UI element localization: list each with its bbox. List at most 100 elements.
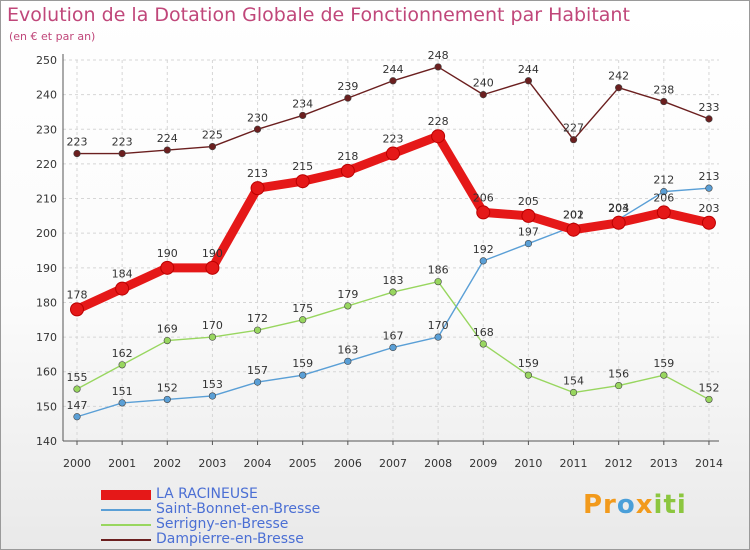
logo-part: Pr xyxy=(583,490,617,520)
data-point xyxy=(299,371,307,379)
data-label: 213 xyxy=(247,167,268,180)
y-tick-label: 200 xyxy=(36,227,57,240)
data-label: 151 xyxy=(112,385,133,398)
y-tick-label: 240 xyxy=(36,89,57,102)
x-tick-label: 2013 xyxy=(650,457,678,470)
data-label: 152 xyxy=(698,381,719,394)
x-tick-label: 2005 xyxy=(289,457,317,470)
data-point xyxy=(160,260,175,275)
data-point xyxy=(611,215,626,230)
x-tick-label: 2009 xyxy=(469,457,497,470)
logo-part: ti xyxy=(663,490,687,520)
data-label: 204 xyxy=(608,201,629,214)
data-point xyxy=(73,149,81,158)
y-tick-label: 250 xyxy=(36,54,57,67)
series-layer xyxy=(70,63,716,421)
data-point xyxy=(73,385,81,393)
logo-part: x xyxy=(635,490,654,520)
data-label: 159 xyxy=(518,357,539,370)
data-point xyxy=(660,371,668,379)
axis-layer: 140 150 160 170 180 190 200 210 220 230 240 250 2000… xyxy=(36,54,723,470)
data-label: 184 xyxy=(112,268,133,281)
data-label: 168 xyxy=(473,326,494,339)
data-label: 163 xyxy=(337,343,358,356)
data-point xyxy=(434,333,442,341)
data-label: 223 xyxy=(67,136,88,149)
data-point xyxy=(389,288,397,296)
data-point xyxy=(208,333,217,341)
x-tick-label: 2000 xyxy=(63,457,91,470)
data-point xyxy=(253,378,262,386)
data-point xyxy=(479,91,487,99)
data-label: 152 xyxy=(157,381,178,394)
data-label: 172 xyxy=(247,312,268,325)
data-label: 225 xyxy=(202,129,223,142)
data-point xyxy=(479,257,487,265)
data-point xyxy=(524,239,533,248)
data-point xyxy=(340,163,355,178)
data-label: 228 xyxy=(428,115,449,128)
data-label: 175 xyxy=(292,302,313,315)
data-label: 215 xyxy=(292,160,313,173)
data-point xyxy=(73,413,81,421)
x-tick-label: 2002 xyxy=(153,457,181,470)
data-label: 197 xyxy=(518,226,539,239)
data-point xyxy=(385,146,400,161)
data-label: 248 xyxy=(428,49,449,62)
data-label: 234 xyxy=(292,97,313,110)
label-layer: 223 223 224 225 230 234 239 244 248 240 244 227 242 2… xyxy=(67,49,720,412)
data-point xyxy=(521,208,536,223)
legend-label: Serrigny-en-Bresse xyxy=(156,516,289,532)
data-point xyxy=(295,174,310,189)
data-label: 156 xyxy=(608,368,629,381)
legend-swatch xyxy=(101,524,151,526)
data-label: 154 xyxy=(563,375,584,388)
y-tick-label: 190 xyxy=(36,262,57,275)
y-tick-label: 160 xyxy=(36,366,57,379)
legend-swatch xyxy=(101,539,151,541)
data-label: 159 xyxy=(653,357,674,370)
data-point xyxy=(569,388,578,397)
data-label: 238 xyxy=(653,84,674,97)
data-label: 201 xyxy=(563,209,584,222)
data-point xyxy=(660,188,668,196)
logo-part: o xyxy=(616,490,636,520)
data-point xyxy=(344,357,352,365)
data-label: 202 xyxy=(563,208,584,221)
data-point xyxy=(566,222,581,237)
data-label: 170 xyxy=(202,319,223,332)
x-tick-label: 2012 xyxy=(605,457,633,470)
data-point xyxy=(705,395,713,404)
data-label: 167 xyxy=(382,329,403,342)
data-point xyxy=(118,361,126,369)
data-point xyxy=(524,371,533,379)
data-label: 227 xyxy=(563,122,584,135)
data-label: 206 xyxy=(473,191,494,204)
data-point xyxy=(479,340,487,348)
data-label: 179 xyxy=(337,288,358,301)
y-tick-label: 230 xyxy=(36,123,57,136)
data-point xyxy=(389,77,397,85)
legend-swatch xyxy=(101,509,151,511)
data-label: 190 xyxy=(202,247,223,260)
data-point xyxy=(660,97,668,106)
data-label: 169 xyxy=(157,323,178,336)
legend-label: Saint-Bonnet-en-Bresse xyxy=(156,501,321,517)
data-label: 213 xyxy=(698,170,719,183)
data-label: 244 xyxy=(518,63,539,76)
data-point xyxy=(163,146,171,154)
data-label: 240 xyxy=(473,77,494,90)
data-point xyxy=(118,399,126,407)
x-tick-label: 2014 xyxy=(695,457,723,470)
legend-label: Dampierre-en-Bresse xyxy=(156,531,304,547)
data-point xyxy=(344,94,352,102)
x-tick-label: 2003 xyxy=(198,457,226,470)
data-point xyxy=(70,302,84,317)
data-point xyxy=(344,302,352,310)
data-point xyxy=(389,343,397,352)
data-label: 183 xyxy=(382,274,403,287)
data-label: 244 xyxy=(382,63,403,76)
x-tick-label: 2001 xyxy=(108,457,136,470)
